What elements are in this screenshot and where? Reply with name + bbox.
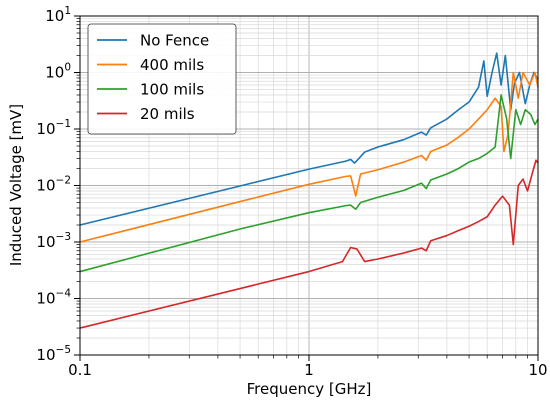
y-tick-exponent: 1 [64,5,71,17]
y-tick-base: 10 [36,290,55,308]
y-tick-base: 10 [36,346,55,364]
y-tick-base: 10 [36,233,55,251]
y-tick-label: 100 [45,62,71,82]
legend: No Fence 400 mils 100 mils 20 mils [87,23,237,135]
y-tick-label: 101 [45,5,71,25]
y-tick-exponent: −2 [56,175,71,187]
series-line-3 [79,159,539,329]
series-line-1 [79,71,539,243]
legend-box [87,23,237,135]
y-tick-exponent: −4 [56,288,72,300]
y-tick-label: 10−4 [36,288,71,308]
legend-label: 100 mils [140,81,204,99]
y-tick-exponent: −5 [56,344,71,356]
x-tick-label: 10 [528,361,547,379]
x-tick-label: 1 [304,361,314,379]
y-axis-label: Induced Voltage [mV] [7,104,25,266]
y-tick-exponent: −1 [56,118,71,130]
y-tick-label: 10−2 [36,175,71,195]
series-line-2 [79,94,539,273]
x-axis-label: Frequency [GHz] [247,380,372,398]
y-tick-exponent: 0 [64,62,71,74]
y-tick-base: 10 [45,7,64,25]
y-tick-base: 10 [45,64,64,82]
y-tick-base: 10 [36,177,55,195]
legend-label: 20 mils [140,105,195,123]
y-tick-base: 10 [36,120,55,138]
y-tick-exponent: −3 [56,231,71,243]
legend-label: 400 mils [140,56,204,74]
y-tick-label: 10−5 [36,344,71,364]
y-tick-label: 10−3 [36,231,71,251]
series-lines [79,52,539,329]
legend-label: No Fence [140,32,209,50]
x-tick-label: 0.1 [68,361,92,379]
y-tick-label: 10−1 [36,118,71,138]
